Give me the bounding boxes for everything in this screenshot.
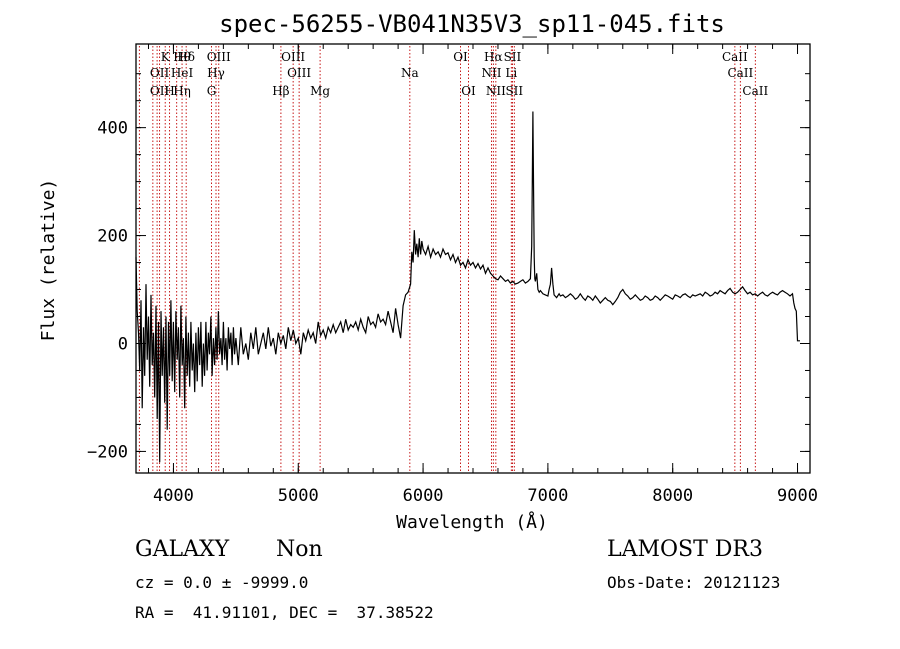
y-tick-label-2: 200 xyxy=(97,227,128,247)
x-tick-label-2: 6000 xyxy=(403,486,444,506)
x-tick-label-0: 4000 xyxy=(153,486,194,506)
line-label-14-0: OIII xyxy=(287,66,311,80)
redshift-text: cz = 0.0 ± -9999.0 xyxy=(135,573,309,592)
line-label-16-0: Na xyxy=(401,66,419,80)
object-subclass-label: Non xyxy=(276,537,323,562)
line-label-10-0: Hγ xyxy=(207,66,225,80)
spectral-line-labels: OII OII K H Hθ HeI Hη Hδ G Hγ OIII Hβ OIII OIII Mg Na OI… xyxy=(150,50,769,98)
chart-title: spec-56255-VB041N35V3_sp11-045.fits xyxy=(219,10,725,38)
spectrum-series-line xyxy=(135,111,800,463)
line-label-24-0: SII xyxy=(505,84,523,98)
x-tick-label-5: 9000 xyxy=(777,486,818,506)
line-label-3-0: OII xyxy=(150,66,170,80)
line-label-13-0: OIII xyxy=(281,50,305,64)
line-label-23-0: SII xyxy=(504,50,522,64)
line-label-26-0: CaII xyxy=(727,66,753,80)
x-tick-label-4: 8000 xyxy=(652,486,693,506)
line-label-27-0: CaII xyxy=(742,84,768,98)
y-axis-label: Flux (relative) xyxy=(38,179,59,342)
line-label-7-1: HeI xyxy=(171,66,194,80)
line-label-3-1: OII xyxy=(150,84,170,98)
line-label-21-0: NII xyxy=(486,84,506,98)
x-tick-label-1: 5000 xyxy=(278,486,319,506)
line-label-17-0: OI xyxy=(453,50,468,64)
line-label-7-0: Hθ xyxy=(173,50,191,64)
line-label-19-0: NII xyxy=(481,66,501,80)
line-label-15-0: Mg xyxy=(310,84,330,98)
plot-frame xyxy=(135,43,811,474)
line-label-9-0: G xyxy=(207,84,217,98)
line-label-5-0: H xyxy=(164,84,174,98)
x-axis-label: Wavelength (Å) xyxy=(396,511,548,533)
y-tick-label-3: 400 xyxy=(97,119,128,139)
y-tick-label-1: 0 xyxy=(118,334,128,354)
spectral-line-markers xyxy=(138,46,756,473)
line-label-25-0: CaII xyxy=(722,50,748,64)
obs-date-text: Obs-Date: 20121123 xyxy=(607,573,781,592)
line-label-22-0: Li xyxy=(505,66,517,80)
line-label-4-0: K xyxy=(161,50,171,64)
line-label-12-0: Hβ xyxy=(272,84,289,98)
line-label-20-0: Hα xyxy=(484,50,503,64)
survey-label: LAMOST DR3 xyxy=(607,537,763,562)
y-tick-label-0: −200 xyxy=(87,442,128,462)
object-class-label: GALAXY xyxy=(135,537,230,562)
axis-ticks: 4000 5000 6000 7000 8000 9000 −200 0 200 400 xyxy=(87,44,818,506)
x-tick-label-3: 7000 xyxy=(527,486,568,506)
ra-dec-text: RA = 41.91101, DEC = 37.38522 xyxy=(135,603,434,622)
line-label-11-0: OIII xyxy=(207,50,231,64)
line-label-8-0: Hδ xyxy=(177,50,195,64)
line-label-18-0: OI xyxy=(461,84,476,98)
line-label-7-2: Hη xyxy=(173,84,191,98)
